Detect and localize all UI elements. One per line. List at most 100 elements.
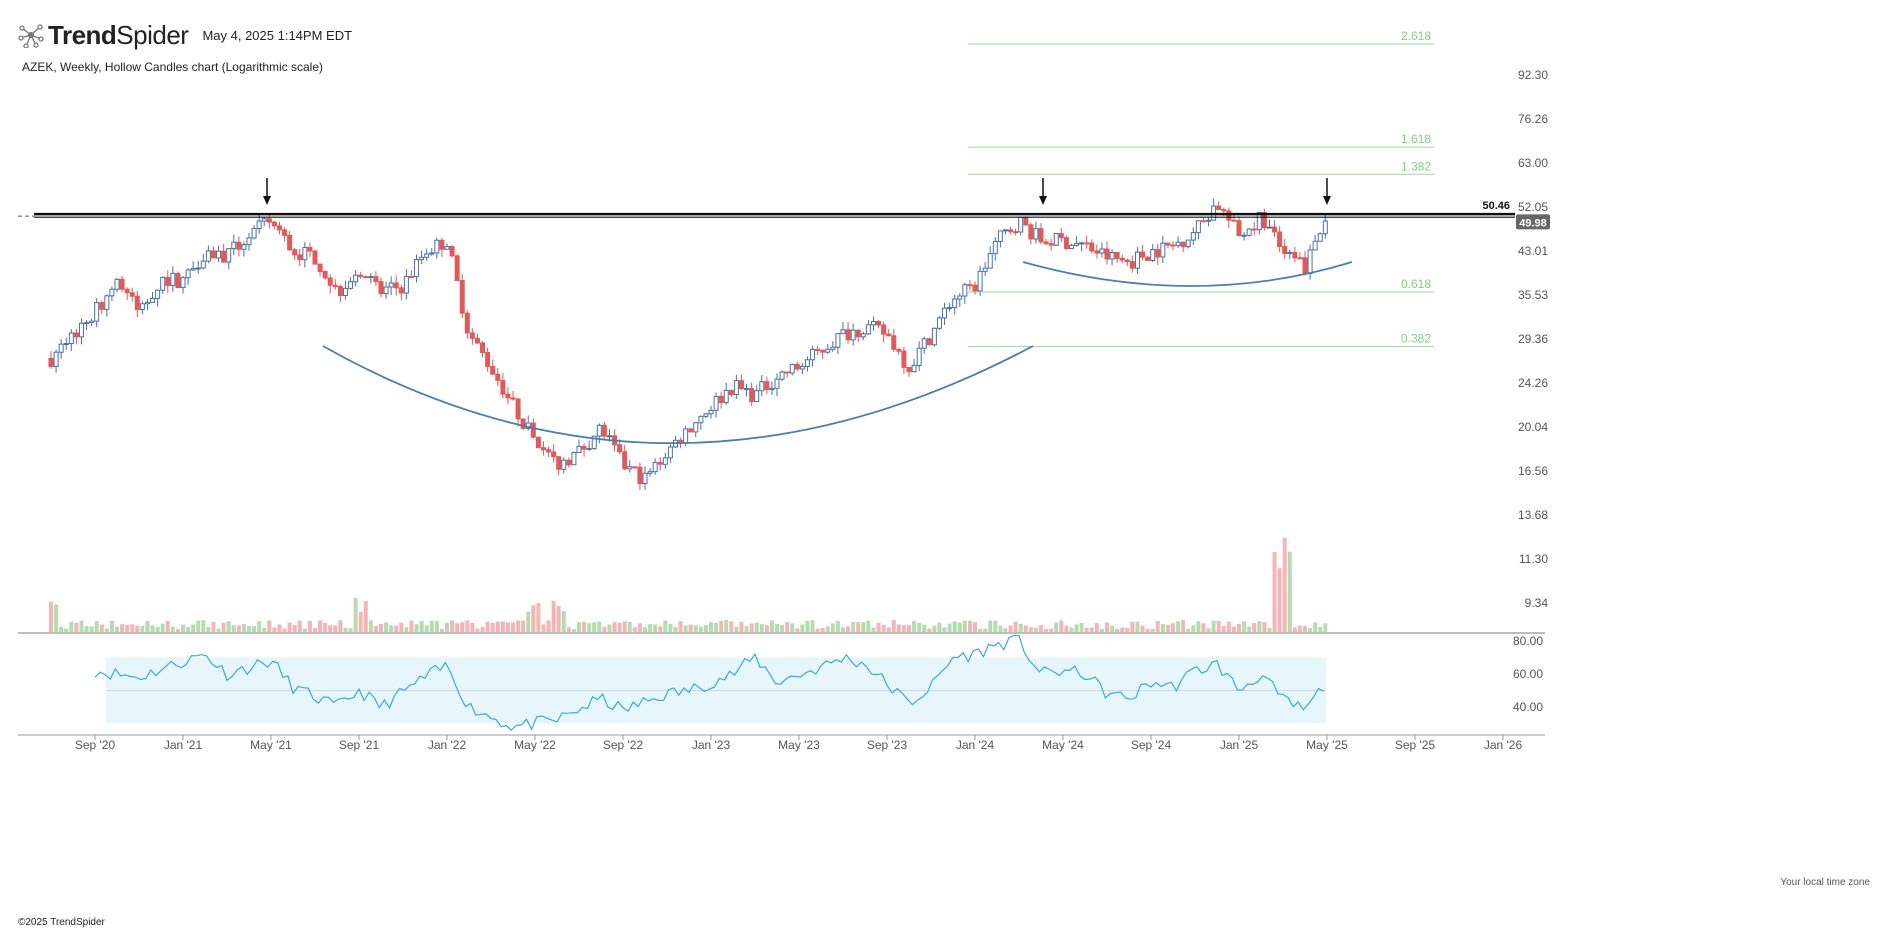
candle-body <box>388 282 394 288</box>
volume-bar <box>703 625 708 632</box>
volume-bar <box>1145 628 1150 632</box>
candle-body <box>1134 251 1140 269</box>
volume-bar <box>952 621 957 632</box>
candle-body <box>799 366 805 370</box>
candle-body <box>825 348 831 353</box>
volume-bar <box>1267 627 1272 632</box>
candle-body <box>1170 244 1176 247</box>
candle-body <box>860 333 866 338</box>
volume-bar <box>810 620 815 632</box>
volume-bar <box>49 601 53 632</box>
candle-body <box>1236 220 1242 236</box>
candle-body <box>210 250 216 259</box>
volume-bar <box>181 624 185 632</box>
x-tick-label: Jan '22 <box>428 738 467 752</box>
candle-body <box>414 259 420 278</box>
volume-bar <box>287 622 292 632</box>
volume-bar <box>196 620 201 632</box>
volume-bar <box>1013 621 1018 632</box>
volume-bar <box>571 628 576 632</box>
candle-body <box>896 348 902 352</box>
candle-body <box>997 230 1003 242</box>
resistance-label: 50.46 <box>1482 200 1510 212</box>
volume-bar <box>368 620 373 632</box>
volume-bar <box>460 622 465 632</box>
candle-body <box>490 365 496 375</box>
candle-body <box>815 348 821 351</box>
annotations: 50.46 49.98 <box>18 178 1550 445</box>
volume-bar <box>130 624 135 632</box>
candle-body <box>551 451 557 458</box>
candle-body <box>561 459 567 470</box>
rsi-tick-label: 60.00 <box>1513 667 1543 681</box>
volume-bar <box>856 622 861 632</box>
volume-bar <box>99 624 104 632</box>
volume-bar <box>495 621 500 632</box>
volume-bar <box>886 627 891 632</box>
volume-bar <box>907 625 911 632</box>
candle-body <box>393 282 399 289</box>
volume-bar <box>942 627 947 632</box>
candle-body <box>870 320 876 326</box>
candle-body <box>104 295 110 310</box>
candle-body <box>683 428 689 444</box>
candle-body <box>591 435 597 450</box>
candle-body <box>1195 220 1201 234</box>
candle-body <box>881 324 887 335</box>
volume-bar <box>627 621 632 632</box>
volume-bar <box>780 624 785 632</box>
candle-body <box>94 302 100 322</box>
volume-bar <box>155 627 160 632</box>
candle-body <box>723 389 729 403</box>
volume-bar <box>759 623 764 632</box>
volume-bar <box>983 628 988 632</box>
brand-light: Spider <box>116 19 189 50</box>
candle-body <box>505 393 511 399</box>
candle-body <box>302 246 308 261</box>
volume-bar <box>358 611 363 632</box>
volume-bar <box>262 627 267 632</box>
volume-bar <box>790 623 795 632</box>
candle-body <box>205 250 211 262</box>
volume-bar <box>663 620 668 632</box>
candle-body <box>180 277 186 289</box>
volume-bar <box>79 620 84 632</box>
volume-bar <box>1008 625 1013 632</box>
volume-bar <box>622 621 627 632</box>
candle-body <box>1089 242 1095 252</box>
volume-bar <box>445 622 449 632</box>
candle-body <box>520 418 526 429</box>
candle-body <box>200 260 206 269</box>
volume-bar <box>851 621 856 632</box>
volume-bar <box>734 626 739 632</box>
volume-bar <box>389 625 394 632</box>
y-tick-label: 43.01 <box>1518 244 1548 258</box>
candle-body <box>1002 229 1008 232</box>
candle-body <box>1043 241 1049 245</box>
candle-body <box>129 292 135 297</box>
candle-body <box>139 303 145 310</box>
volume-bar <box>805 620 810 632</box>
volume-bar <box>876 622 881 632</box>
volume-bar <box>1323 623 1328 632</box>
candle-body <box>982 267 988 272</box>
x-tick-label: Jan '24 <box>956 738 995 752</box>
y-tick-label: 11.30 <box>1519 552 1548 566</box>
volume-bar <box>241 623 246 632</box>
volume-bar <box>1303 625 1307 632</box>
candle-body <box>373 276 379 283</box>
volume-bar <box>394 625 399 632</box>
candle-body <box>642 472 648 485</box>
candle-body <box>454 255 460 282</box>
volume-bar <box>521 620 526 632</box>
volume-bar <box>1115 628 1120 632</box>
volume-bar <box>998 625 1003 632</box>
candle-body <box>1094 250 1100 254</box>
candle-body <box>571 452 577 466</box>
candle-body <box>332 284 338 287</box>
volume-bar <box>500 621 505 632</box>
volume-bar <box>470 622 475 632</box>
volume-bar <box>1191 625 1196 632</box>
fib-level-label: 1.382 <box>1401 159 1431 173</box>
